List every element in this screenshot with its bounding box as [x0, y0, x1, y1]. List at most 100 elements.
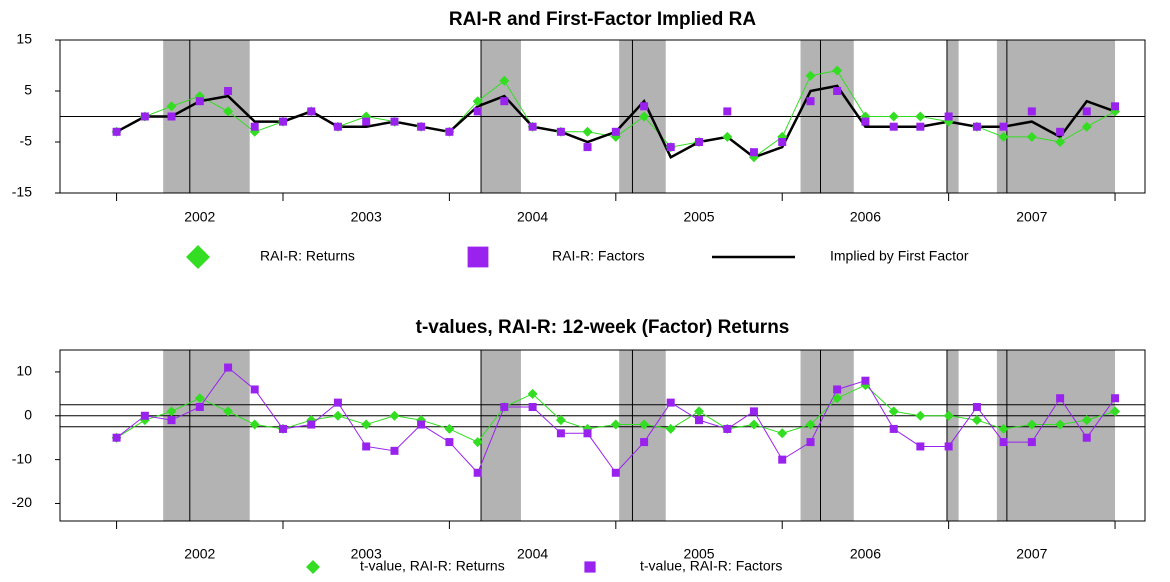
marker-diamond — [166, 406, 177, 417]
x-tick-label: 2005 — [683, 209, 714, 225]
marker-square — [999, 438, 1008, 447]
marker-diamond — [186, 245, 210, 269]
plot-frame — [59, 39, 1146, 194]
shaded-period — [163, 350, 250, 521]
legend-label: Implied by First Factor — [830, 248, 969, 264]
marker-diamond — [1026, 131, 1037, 142]
legend-label: RAI-R: Factors — [552, 248, 645, 264]
marker-square — [1056, 127, 1065, 136]
marker-square — [140, 112, 149, 121]
marker-diamond — [1081, 121, 1092, 132]
marker-diamond — [748, 419, 759, 430]
marker-square — [445, 127, 454, 136]
marker-diamond — [610, 419, 621, 430]
x-tick-label: 2004 — [517, 209, 548, 225]
marker-square — [224, 363, 233, 372]
marker-square — [362, 117, 371, 126]
marker-diamond — [1055, 137, 1066, 147]
marker-square — [666, 143, 675, 152]
marker-square — [944, 112, 953, 121]
marker-diamond — [722, 131, 733, 142]
marker-square — [224, 87, 233, 95]
marker-square — [1082, 107, 1091, 116]
marker-diamond — [555, 415, 566, 426]
marker-diamond — [805, 419, 816, 430]
marker-square — [583, 429, 592, 438]
marker-square — [250, 385, 259, 394]
marker-square — [695, 138, 704, 146]
marker-diamond — [582, 126, 593, 137]
marker-square — [500, 97, 509, 106]
marker-square — [723, 424, 732, 433]
marker-square — [1082, 433, 1091, 442]
marker-diamond — [832, 393, 843, 404]
marker-square — [778, 455, 787, 464]
y-tick-label: -5 — [20, 133, 33, 149]
marker-square — [278, 424, 287, 433]
marker-diamond — [998, 131, 1009, 142]
marker-square — [417, 420, 426, 429]
marker-square — [611, 127, 620, 136]
legend-label: t-value, RAI-R: Factors — [640, 558, 782, 574]
marker-square — [889, 424, 898, 433]
plot-frame — [59, 349, 1146, 522]
y-tick-label: 15 — [16, 31, 32, 47]
x-tick-label: 2004 — [517, 546, 548, 562]
marker-diamond — [832, 65, 843, 76]
marker-square — [167, 112, 176, 121]
marker-diamond — [1055, 419, 1066, 430]
series-line — [116, 384, 1116, 443]
marker-square — [889, 122, 898, 131]
shaded-period — [946, 350, 959, 521]
series-line — [116, 70, 1116, 158]
marker-square — [916, 122, 925, 131]
marker-square — [333, 122, 342, 131]
x-tick-label: 2006 — [850, 546, 881, 562]
x-tick-label: 2003 — [351, 546, 382, 562]
marker-diamond — [639, 419, 650, 430]
shaded-period — [800, 350, 854, 521]
marker-square — [112, 433, 121, 442]
marker-diamond — [694, 406, 705, 417]
marker-diamond — [306, 560, 320, 574]
marker-diamond — [1081, 415, 1092, 426]
marker-diamond — [888, 406, 899, 417]
y-tick-label: 5 — [24, 82, 32, 98]
y-tick-label: -15 — [12, 184, 32, 200]
marker-square — [390, 117, 399, 126]
marker-square — [833, 87, 842, 95]
marker-square — [500, 403, 509, 411]
marker-square — [916, 442, 925, 451]
marker-square — [1111, 102, 1120, 111]
marker-square — [417, 122, 426, 131]
marker-square — [640, 102, 649, 111]
marker-square — [556, 127, 565, 136]
marker-square — [778, 138, 787, 146]
legend-label: RAI-R: Returns — [260, 248, 355, 264]
marker-diamond — [1110, 406, 1121, 417]
marker-diamond — [665, 423, 676, 434]
marker-square — [473, 107, 482, 116]
marker-square — [556, 429, 565, 438]
marker-square — [584, 561, 596, 573]
marker-square — [278, 117, 287, 126]
marker-square — [390, 446, 399, 455]
marker-diamond — [389, 410, 400, 421]
y-tick-label: 10 — [16, 363, 32, 379]
marker-square — [972, 122, 981, 131]
y-tick-label: 0 — [24, 406, 32, 422]
x-tick-label: 2007 — [1016, 209, 1047, 225]
marker-diamond — [971, 415, 982, 426]
x-tick-label: 2003 — [351, 209, 382, 225]
x-tick-label: 2005 — [683, 546, 714, 562]
marker-square — [749, 407, 758, 416]
marker-diamond — [166, 101, 177, 112]
marker-diamond — [888, 111, 899, 122]
y-tick-label: -10 — [12, 450, 32, 466]
marker-diamond — [223, 406, 234, 417]
marker-diamond — [472, 437, 483, 448]
marker-diamond — [499, 75, 510, 86]
marker-square — [1027, 107, 1036, 116]
marker-diamond — [472, 96, 483, 107]
marker-square — [611, 468, 620, 477]
